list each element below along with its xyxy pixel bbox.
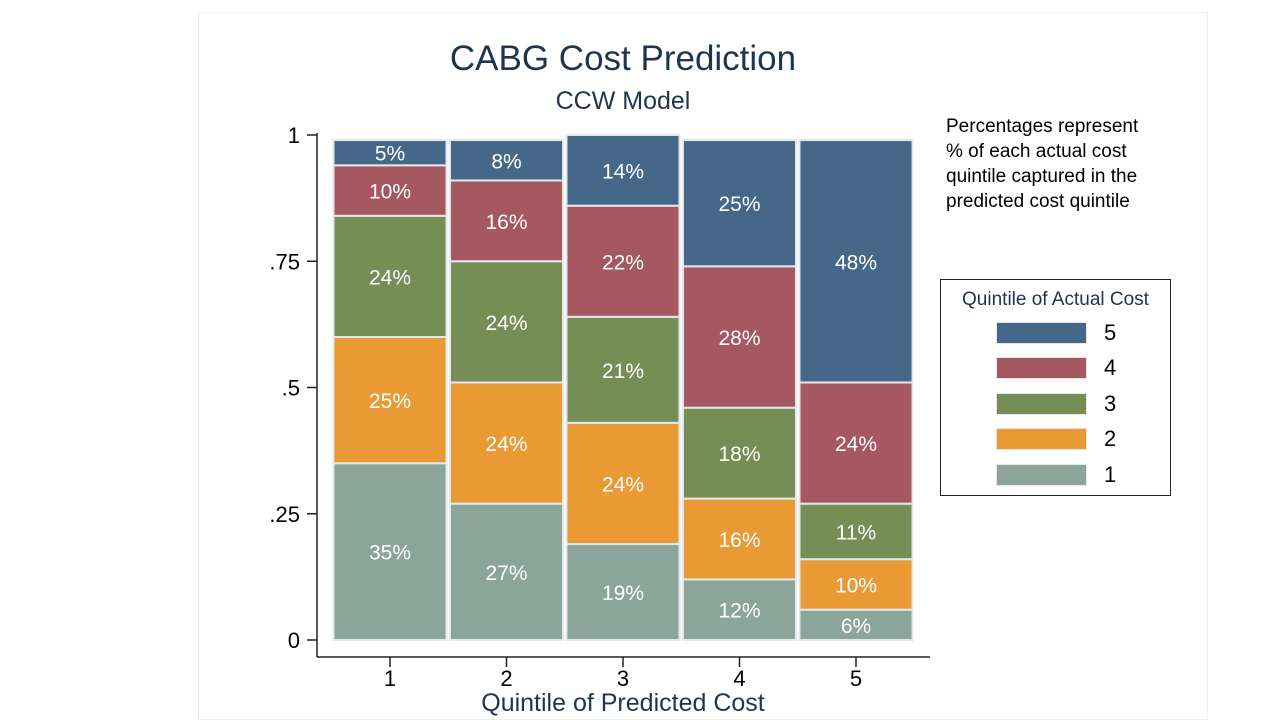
data-label: 24%: [369, 266, 411, 289]
legend-title: Quintile of Actual Cost: [962, 289, 1149, 310]
legend-item: 2: [996, 426, 1156, 452]
bar-segment: [798, 381, 914, 505]
legend-label: 2: [1104, 426, 1117, 451]
x-axis-label: Quintile of Predicted Cost: [481, 689, 765, 717]
x-tick-label: 3: [617, 666, 629, 691]
chart-title: CABG Cost Prediction: [450, 39, 796, 78]
annotation-line: Percentages represent: [946, 116, 1139, 137]
data-label: 18%: [718, 443, 760, 466]
bar-segment: [682, 139, 797, 268]
y-tick-label: 0: [288, 628, 300, 653]
y-tick-label: 1: [288, 123, 300, 148]
x-tick-label: 5: [850, 666, 862, 691]
data-label: 48%: [835, 251, 877, 274]
legend: Quintile of Actual Cost 5 4 3 2 1: [940, 279, 1171, 496]
bar-segment: [682, 497, 797, 581]
bar-segment: [565, 543, 681, 641]
data-label: 25%: [369, 390, 411, 413]
legend-swatch: [996, 393, 1087, 415]
data-label: 10%: [835, 574, 877, 597]
data-label: 6%: [841, 615, 871, 638]
bar-segment: [798, 502, 914, 561]
bar-segment: [449, 179, 564, 263]
bar-segment: [565, 204, 681, 318]
data-label: 24%: [602, 473, 644, 496]
legend-swatch: [996, 322, 1087, 344]
legend-item: 1: [996, 462, 1156, 488]
data-label: 28%: [718, 327, 760, 350]
bar-segment: [332, 139, 448, 167]
legend-label: 1: [1104, 462, 1117, 487]
legend-item: 3: [996, 391, 1156, 417]
legend-label: 3: [1104, 391, 1117, 416]
chart-subtitle: CCW Model: [556, 87, 691, 115]
data-label: 16%: [718, 529, 760, 552]
bar-segment: [798, 558, 914, 611]
legend-swatch: [996, 357, 1087, 379]
bar-segment: [449, 381, 564, 505]
data-label: 11%: [836, 521, 876, 544]
data-label: 21%: [602, 360, 644, 383]
data-label: 14%: [602, 160, 644, 183]
x-tick-label: 2: [500, 666, 512, 691]
x-tick-label: 4: [733, 666, 745, 691]
data-label: 8%: [491, 150, 521, 173]
bar-segment: [798, 139, 914, 384]
bar-segment: [332, 214, 448, 338]
data-label: 25%: [718, 193, 760, 216]
annotation-line: % of each actual cost: [946, 141, 1127, 162]
data-label: 24%: [485, 312, 527, 335]
plot-area: 0 .25 .5 .75 1 35% 25% 24% 10% 5% 1 27% 24% 24% 16% 8% 2…: [269, 123, 930, 691]
data-label: 24%: [835, 433, 877, 456]
bar-segment: [682, 578, 797, 642]
legend-item: 4: [996, 355, 1156, 381]
chart-annotation: Percentages represent % of each actual c…: [946, 114, 1186, 214]
bar-segment: [332, 164, 448, 217]
data-label: 27%: [485, 562, 527, 585]
annotation-line: quintile captured in the: [946, 166, 1138, 187]
bar-segment: [682, 265, 797, 409]
data-label: 19%: [602, 582, 644, 605]
legend-item: 5: [996, 320, 1156, 346]
legend-label: 5: [1104, 320, 1117, 345]
legend-label: 4: [1104, 355, 1117, 380]
data-label: 10%: [369, 181, 411, 204]
legend-swatch: [996, 464, 1087, 486]
bar-segment: [565, 421, 681, 546]
annotation-line: predicted cost quintile: [946, 191, 1130, 212]
data-label: 24%: [485, 433, 527, 456]
data-label: 5%: [375, 143, 405, 166]
data-label: 12%: [718, 600, 760, 623]
x-tick-label: 1: [384, 666, 396, 691]
data-label: 22%: [602, 251, 644, 274]
y-tick-label: .75: [269, 249, 300, 274]
y-tick-label: .5: [282, 376, 300, 401]
bar-segment: [332, 336, 448, 465]
y-tick-label: .25: [269, 502, 300, 527]
data-label: 35%: [369, 542, 411, 565]
data-label: 16%: [485, 211, 527, 234]
bar-segment: [449, 139, 564, 182]
bar-segment: [798, 608, 914, 642]
bar-segment: [332, 462, 448, 641]
bar-segment: [565, 134, 681, 207]
legend-swatch: [996, 428, 1087, 450]
